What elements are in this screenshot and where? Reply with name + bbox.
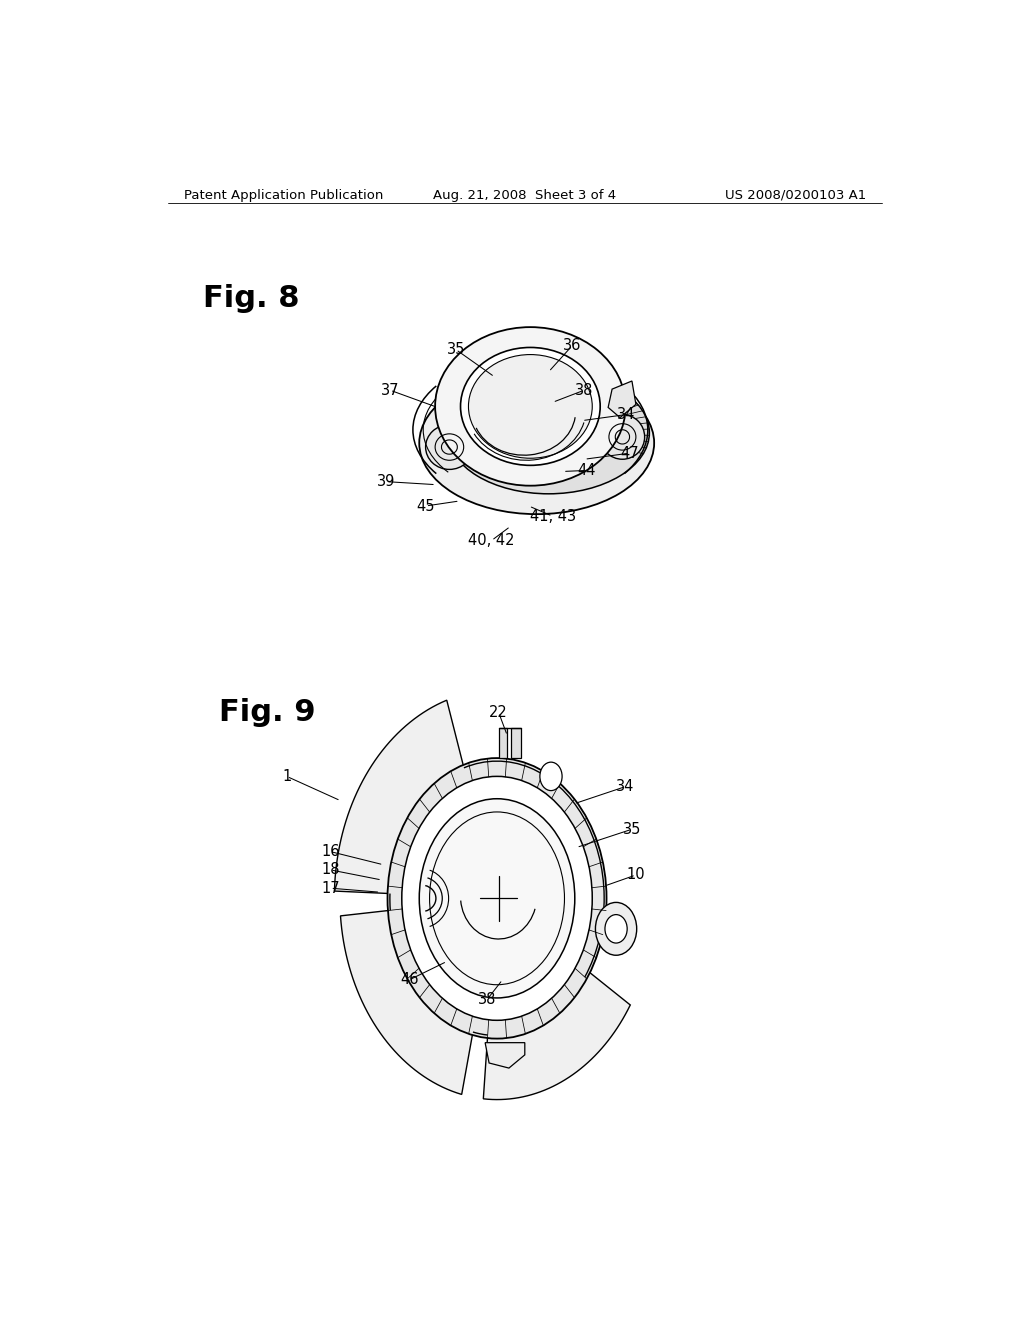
Text: 40, 42: 40, 42	[468, 533, 515, 548]
Text: Aug. 21, 2008  Sheet 3 of 4: Aug. 21, 2008 Sheet 3 of 4	[433, 189, 616, 202]
Polygon shape	[341, 911, 473, 1094]
Text: 47: 47	[621, 446, 639, 461]
Text: 37: 37	[381, 383, 399, 397]
Text: 41, 43: 41, 43	[529, 508, 575, 524]
Ellipse shape	[461, 347, 600, 466]
Text: 17: 17	[322, 880, 340, 896]
Ellipse shape	[435, 327, 626, 486]
Circle shape	[605, 915, 627, 942]
Polygon shape	[608, 381, 636, 417]
Text: 35: 35	[623, 822, 641, 837]
Text: 36: 36	[563, 338, 582, 352]
Text: 35: 35	[446, 342, 465, 356]
Text: 46: 46	[400, 972, 419, 987]
Text: 38: 38	[575, 383, 594, 397]
Text: Fig. 8: Fig. 8	[203, 284, 299, 313]
Text: US 2008/0200103 A1: US 2008/0200103 A1	[725, 189, 866, 202]
Polygon shape	[511, 727, 521, 758]
Circle shape	[540, 762, 562, 791]
Polygon shape	[499, 727, 507, 758]
Circle shape	[595, 903, 637, 956]
Ellipse shape	[600, 414, 645, 459]
Text: 10: 10	[627, 867, 645, 883]
Text: 44: 44	[578, 463, 596, 478]
Text: Patent Application Publication: Patent Application Publication	[183, 189, 383, 202]
Text: 22: 22	[489, 705, 508, 719]
Ellipse shape	[426, 425, 473, 470]
Text: Fig. 9: Fig. 9	[218, 698, 315, 727]
Ellipse shape	[468, 355, 592, 458]
Circle shape	[387, 758, 606, 1039]
Text: 16: 16	[322, 843, 340, 859]
Circle shape	[419, 799, 574, 998]
Text: 34: 34	[617, 407, 636, 422]
Text: 45: 45	[417, 499, 435, 513]
Ellipse shape	[447, 372, 649, 494]
Text: 18: 18	[322, 862, 340, 878]
Text: 39: 39	[377, 474, 395, 490]
Polygon shape	[485, 1043, 524, 1068]
Text: 34: 34	[616, 779, 635, 795]
Ellipse shape	[419, 372, 654, 515]
Polygon shape	[483, 972, 631, 1100]
Text: 38: 38	[477, 993, 496, 1007]
Text: 1: 1	[282, 768, 292, 784]
Circle shape	[401, 776, 592, 1020]
Polygon shape	[335, 700, 464, 894]
